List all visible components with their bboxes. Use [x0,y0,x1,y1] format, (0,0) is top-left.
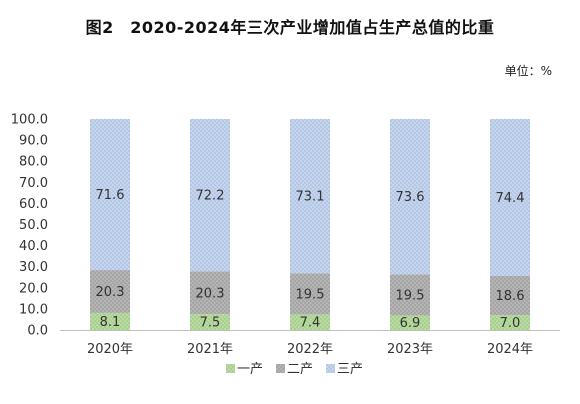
bar-segment-2-2023- [390,119,430,275]
data-label: 71.6 [96,188,125,203]
bar-segment-0-2024- [490,315,530,330]
bar-segment-2-2022- [290,119,330,274]
legend-swatch [226,364,235,373]
bar-segment-2-2021- [190,119,230,272]
x-tick-label: 2023年 [387,342,433,357]
chart-title: 图2 2020-2024年三次产业增加值占生产总值的比重 [85,18,495,37]
x-tick-label: 2022年 [287,342,333,357]
data-label: 18.6 [496,289,525,304]
y-tick-label: 40.0 [19,239,48,254]
bar-segment-0-2021- [190,314,230,330]
y-tick-label: 0.0 [27,324,48,339]
data-label: 19.5 [396,288,425,303]
y-tick-label: 100.0 [11,113,48,128]
bar-segment-1-2021- [190,271,230,315]
legend-label: 一产 [237,362,263,377]
y-tick-label: 10.0 [19,302,48,317]
bar-segment-0-2020- [90,312,130,330]
bar-segment-0-2022- [290,314,330,330]
data-label: 73.6 [396,190,425,205]
y-tick-label: 90.0 [19,134,48,149]
bar-segment-1-2023- [390,274,430,316]
data-label: 8.1 [100,315,121,330]
data-label: 20.3 [96,285,125,300]
bar-segment-1-2020- [90,270,130,313]
bar-segment-2-2020- [90,119,130,271]
legend-label: 三产 [337,362,363,377]
legend-swatch [276,364,285,373]
y-tick-label: 50.0 [19,218,48,233]
data-label: 7.5 [200,316,221,331]
bar-segment-1-2024- [490,275,530,316]
data-label: 72.2 [196,189,225,204]
data-label: 73.1 [296,190,325,205]
bar-segment-2-2024- [490,119,530,276]
data-label: 7.4 [300,316,321,331]
x-tick-label: 2021年 [187,342,233,357]
legend-swatch [326,364,335,373]
x-tick-label: 2024年 [487,342,533,357]
bar-segment-0-2023- [390,315,430,330]
y-tick-label: 20.0 [19,281,48,296]
legend-label: 二产 [287,362,313,377]
y-tick-label: 30.0 [19,260,48,275]
x-tick-label: 2020年 [87,342,133,357]
data-label: 20.3 [196,286,225,301]
data-label: 19.5 [296,287,325,302]
data-label: 74.4 [496,191,525,206]
data-label: 6.9 [400,316,421,331]
unit-label: 单位：% [504,64,552,78]
y-tick-label: 60.0 [19,197,48,212]
bar-segment-1-2022- [290,273,330,315]
y-tick-label: 70.0 [19,176,48,191]
y-tick-label: 80.0 [19,155,48,170]
data-label: 7.0 [500,316,521,331]
